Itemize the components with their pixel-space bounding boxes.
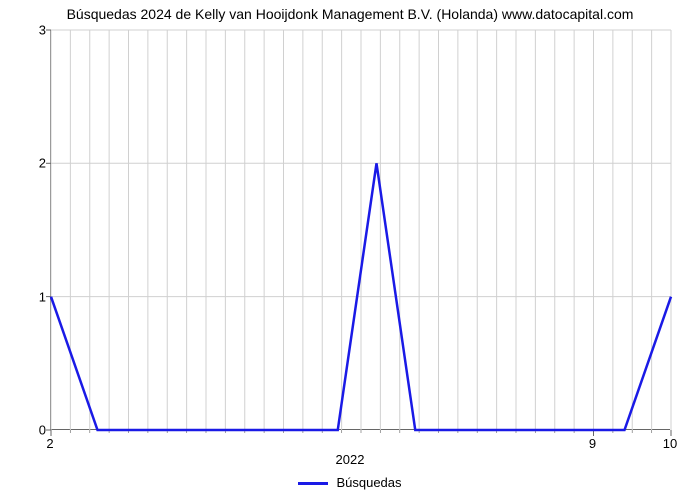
grid-vertical (51, 30, 671, 430)
plot-area (50, 30, 670, 430)
ytick-label: 1 (6, 289, 46, 304)
xtick-label: 2 (46, 436, 53, 451)
chart-container: Búsquedas 2024 de Kelly van Hooijdonk Ma… (0, 0, 700, 500)
xtick-label: 10 (663, 436, 677, 451)
ytick-label: 2 (6, 156, 46, 171)
chart-title: Búsquedas 2024 de Kelly van Hooijdonk Ma… (0, 6, 700, 22)
ytick-marks (46, 30, 51, 430)
legend-swatch (298, 482, 328, 485)
xtick-label: 9 (589, 436, 596, 451)
ytick-label: 3 (6, 23, 46, 38)
legend: Búsquedas (0, 475, 700, 490)
ytick-label: 0 (6, 423, 46, 438)
x-axis-label: 2022 (0, 452, 700, 467)
legend-label: Búsquedas (336, 475, 401, 490)
